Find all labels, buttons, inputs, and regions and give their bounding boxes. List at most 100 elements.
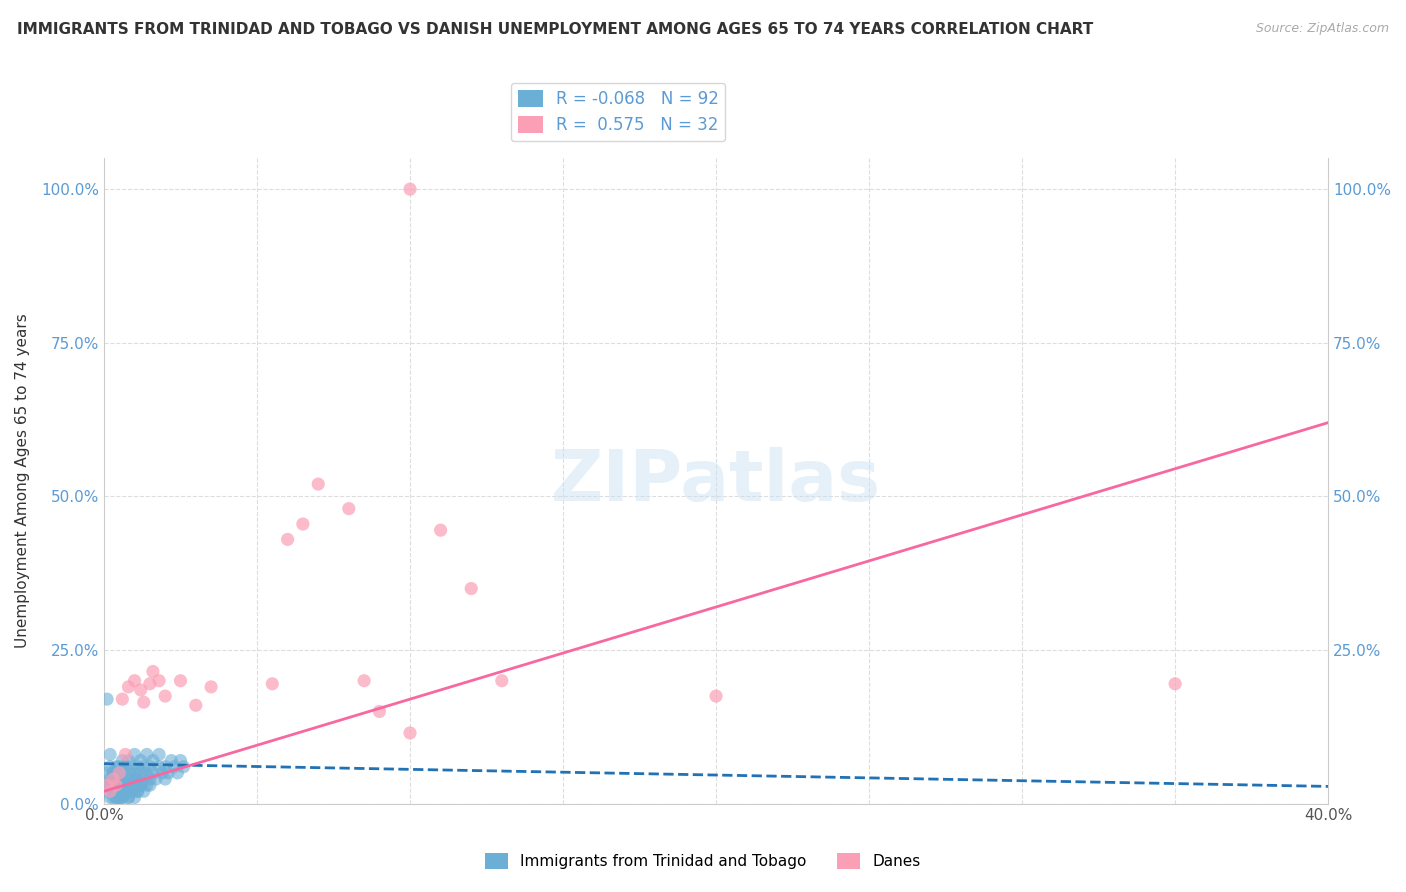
Point bbox=[148, 673, 170, 688]
Text: ZIPatlas: ZIPatlas bbox=[551, 447, 882, 516]
Point bbox=[111, 778, 134, 792]
Point bbox=[704, 689, 727, 703]
Point bbox=[166, 765, 188, 780]
Point bbox=[163, 760, 186, 774]
Point bbox=[101, 784, 124, 798]
Point bbox=[101, 765, 124, 780]
Point bbox=[129, 778, 152, 792]
Point bbox=[108, 790, 131, 805]
Point bbox=[111, 754, 134, 768]
Point bbox=[105, 790, 128, 805]
Point bbox=[101, 784, 124, 798]
Point bbox=[117, 754, 139, 768]
Point bbox=[111, 790, 134, 805]
Point bbox=[153, 772, 176, 786]
Point bbox=[127, 760, 149, 774]
Point bbox=[132, 772, 155, 786]
Point bbox=[101, 778, 124, 792]
Point bbox=[117, 784, 139, 798]
Point bbox=[135, 765, 157, 780]
Point bbox=[117, 790, 139, 805]
Point bbox=[108, 778, 131, 792]
Point bbox=[124, 747, 146, 762]
Point bbox=[121, 784, 143, 798]
Point bbox=[105, 772, 128, 786]
Point bbox=[114, 778, 136, 792]
Text: IMMIGRANTS FROM TRINIDAD AND TOBAGO VS DANISH UNEMPLOYMENT AMONG AGES 65 TO 74 Y: IMMIGRANTS FROM TRINIDAD AND TOBAGO VS D… bbox=[17, 22, 1092, 37]
Point bbox=[98, 772, 121, 786]
Point bbox=[139, 778, 162, 792]
Point bbox=[105, 784, 128, 798]
Point bbox=[117, 680, 139, 694]
Point bbox=[111, 790, 134, 805]
Legend: R = -0.068   N = 92, R =  0.575   N = 32: R = -0.068 N = 92, R = 0.575 N = 32 bbox=[510, 83, 725, 141]
Point bbox=[111, 784, 134, 798]
Point bbox=[121, 784, 143, 798]
Point bbox=[108, 760, 131, 774]
Point bbox=[96, 765, 118, 780]
Point bbox=[114, 784, 136, 798]
Point bbox=[105, 778, 128, 792]
Point bbox=[98, 790, 121, 805]
Point bbox=[124, 765, 146, 780]
Point bbox=[262, 677, 284, 691]
Point bbox=[157, 765, 180, 780]
Point bbox=[114, 772, 136, 786]
Point bbox=[460, 582, 482, 596]
Point bbox=[105, 760, 128, 774]
Point bbox=[124, 772, 146, 786]
Point bbox=[105, 778, 128, 792]
Point bbox=[135, 747, 157, 762]
Point bbox=[153, 760, 176, 774]
Point bbox=[96, 692, 118, 706]
Point bbox=[368, 705, 391, 719]
Point bbox=[114, 747, 136, 762]
Point bbox=[169, 673, 191, 688]
Point bbox=[129, 754, 152, 768]
Point bbox=[108, 765, 131, 780]
Point bbox=[96, 778, 118, 792]
Point bbox=[132, 695, 155, 709]
Point bbox=[184, 698, 207, 713]
Point bbox=[148, 747, 170, 762]
Point bbox=[98, 760, 121, 774]
Point bbox=[127, 772, 149, 786]
Point bbox=[117, 765, 139, 780]
Y-axis label: Unemployment Among Ages 65 to 74 years: Unemployment Among Ages 65 to 74 years bbox=[15, 314, 30, 648]
Point bbox=[129, 778, 152, 792]
Point bbox=[153, 689, 176, 703]
Point bbox=[108, 790, 131, 805]
Point bbox=[200, 680, 222, 694]
Point bbox=[277, 533, 299, 547]
Point bbox=[121, 778, 143, 792]
Point bbox=[129, 765, 152, 780]
Point bbox=[127, 784, 149, 798]
Point bbox=[139, 772, 162, 786]
Point bbox=[105, 790, 128, 805]
Point bbox=[169, 754, 191, 768]
Point bbox=[98, 747, 121, 762]
Point bbox=[101, 772, 124, 786]
Point bbox=[127, 784, 149, 798]
Point bbox=[98, 778, 121, 792]
Point bbox=[142, 754, 165, 768]
Point bbox=[114, 784, 136, 798]
Point bbox=[108, 772, 131, 786]
Point bbox=[108, 778, 131, 792]
Point bbox=[124, 778, 146, 792]
Point bbox=[98, 784, 121, 798]
Point bbox=[124, 778, 146, 792]
Point bbox=[114, 778, 136, 792]
Point bbox=[429, 523, 451, 537]
Point bbox=[124, 790, 146, 805]
Point bbox=[117, 778, 139, 792]
Point bbox=[111, 692, 134, 706]
Point bbox=[117, 790, 139, 805]
Point bbox=[291, 516, 314, 531]
Point bbox=[139, 677, 162, 691]
Point bbox=[96, 778, 118, 792]
Point bbox=[132, 760, 155, 774]
Text: Source: ZipAtlas.com: Source: ZipAtlas.com bbox=[1256, 22, 1389, 36]
Point bbox=[399, 726, 422, 740]
Point bbox=[101, 772, 124, 786]
